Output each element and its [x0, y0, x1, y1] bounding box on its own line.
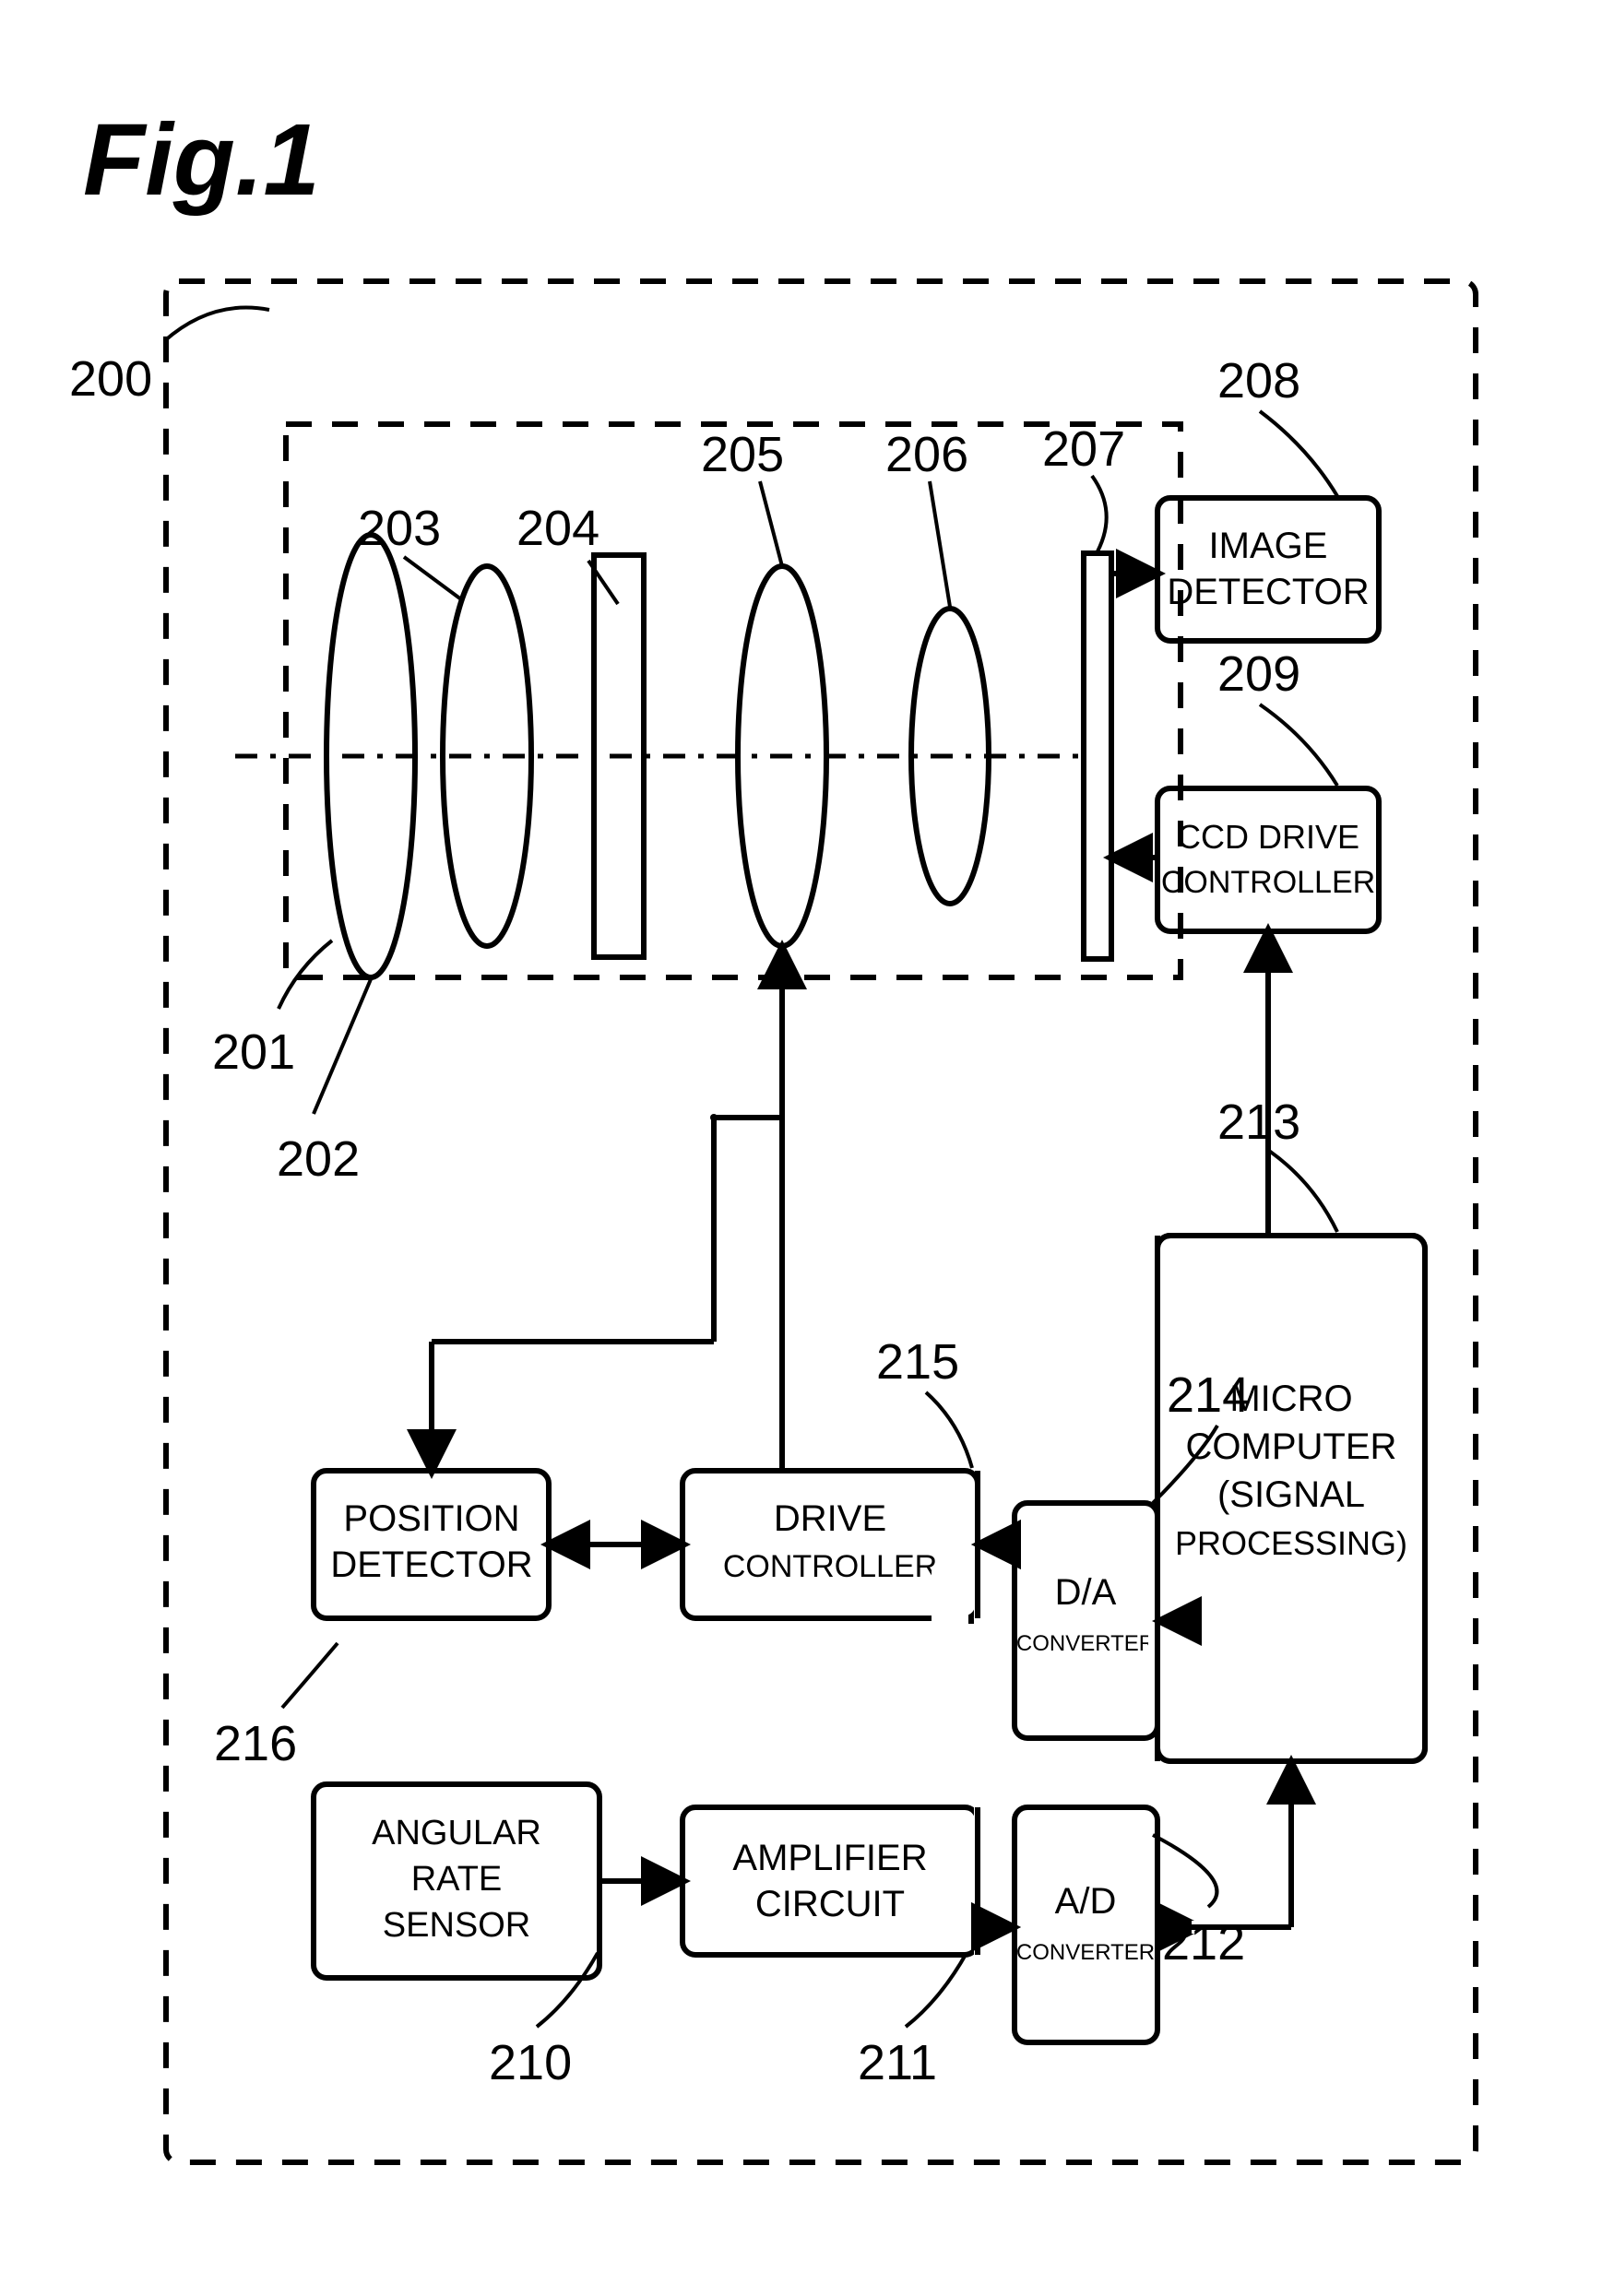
- leader-206: [930, 481, 950, 607]
- label-216: 216: [214, 1715, 297, 1772]
- svg-text:D/A: D/A: [1055, 1572, 1117, 1613]
- svg-text:DETECTOR: DETECTOR: [330, 1544, 532, 1585]
- sensor-207: [1084, 553, 1111, 959]
- diagram-svg: IMAGE DETECTOR CCD DRIVE CONTROLLER MICR…: [0, 0, 1614, 2296]
- label-213: 213: [1217, 1094, 1300, 1151]
- label-204: 204: [516, 500, 599, 557]
- svg-text:SENSOR: SENSOR: [383, 1906, 530, 1945]
- svg-text:CONVERTER: CONVERTER: [1016, 1940, 1155, 1965]
- label-210: 210: [489, 2034, 572, 2091]
- svg-text:PROCESSING): PROCESSING): [1175, 1524, 1407, 1562]
- page: Fig.1 IMAGE DETECTOR CCD DRIV: [0, 0, 1614, 2296]
- svg-text:CIRCUIT: CIRCUIT: [755, 1884, 905, 1924]
- svg-text:AMPLIFIER: AMPLIFIER: [732, 1838, 927, 1878]
- label-212: 212: [1162, 1914, 1245, 1971]
- label-200: 200: [69, 350, 152, 408]
- label-205: 205: [701, 426, 784, 483]
- svg-text:CCD DRIVE: CCD DRIVE: [1177, 818, 1359, 856]
- leader-213: [1269, 1151, 1337, 1232]
- svg-text:DETECTOR: DETECTOR: [1167, 572, 1369, 612]
- svg-text:CONVERTER: CONVERTER: [1016, 1631, 1155, 1656]
- block-da-converter-2: D/A CONVERTER: [1015, 1503, 1157, 1738]
- leader-207: [1092, 476, 1107, 551]
- label-211: 211: [858, 2034, 937, 2091]
- svg-text:CONTROLLER: CONTROLLER: [723, 1549, 937, 1584]
- block-angular-rate: ANGULAR RATE SENSOR: [314, 1784, 599, 1978]
- leader-209: [1260, 704, 1337, 786]
- block-ad-converter-2: A/D CONVERTER: [1015, 1807, 1157, 2042]
- block-micro: MICRO COMPUTER (SIGNAL PROCESSING): [1157, 1236, 1425, 1761]
- svg-text:IMAGE: IMAGE: [1209, 526, 1328, 566]
- svg-text:A/D: A/D: [1055, 1881, 1117, 1922]
- svg-text:COMPUTER: COMPUTER: [1186, 1426, 1397, 1467]
- label-201: 201: [212, 1024, 295, 1081]
- svg-text:POSITION: POSITION: [343, 1498, 519, 1539]
- leader-212: [1153, 1835, 1216, 1907]
- label-207: 207: [1042, 420, 1125, 478]
- leader-200: [164, 308, 269, 341]
- leader-203: [404, 557, 461, 599]
- label-208: 208: [1217, 352, 1300, 409]
- label-215: 215: [876, 1333, 959, 1391]
- svg-text:RATE: RATE: [411, 1860, 503, 1899]
- leader-205: [760, 481, 782, 566]
- leader-216: [282, 1643, 338, 1708]
- block-position-detector: POSITION DETECTOR: [314, 1471, 549, 1618]
- leader-202: [314, 979, 371, 1114]
- label-214: 214: [1167, 1367, 1250, 1424]
- label-202: 202: [277, 1130, 360, 1188]
- svg-text:DRIVE: DRIVE: [774, 1498, 886, 1539]
- block-image-detector: IMAGE DETECTOR: [1157, 498, 1379, 641]
- label-209: 209: [1217, 645, 1300, 703]
- leader-215: [926, 1392, 972, 1468]
- svg-text:CONTROLLER: CONTROLLER: [1161, 865, 1375, 900]
- label-203: 203: [358, 500, 441, 557]
- label-206: 206: [885, 426, 968, 483]
- leader-210: [537, 1953, 598, 2027]
- leader-208: [1260, 411, 1337, 496]
- svg-text:ANGULAR: ANGULAR: [372, 1814, 541, 1852]
- svg-text:(SIGNAL: (SIGNAL: [1217, 1474, 1365, 1515]
- block-ccd-drive: CCD DRIVE CONTROLLER: [1157, 788, 1379, 931]
- leader-211: [906, 1953, 967, 2027]
